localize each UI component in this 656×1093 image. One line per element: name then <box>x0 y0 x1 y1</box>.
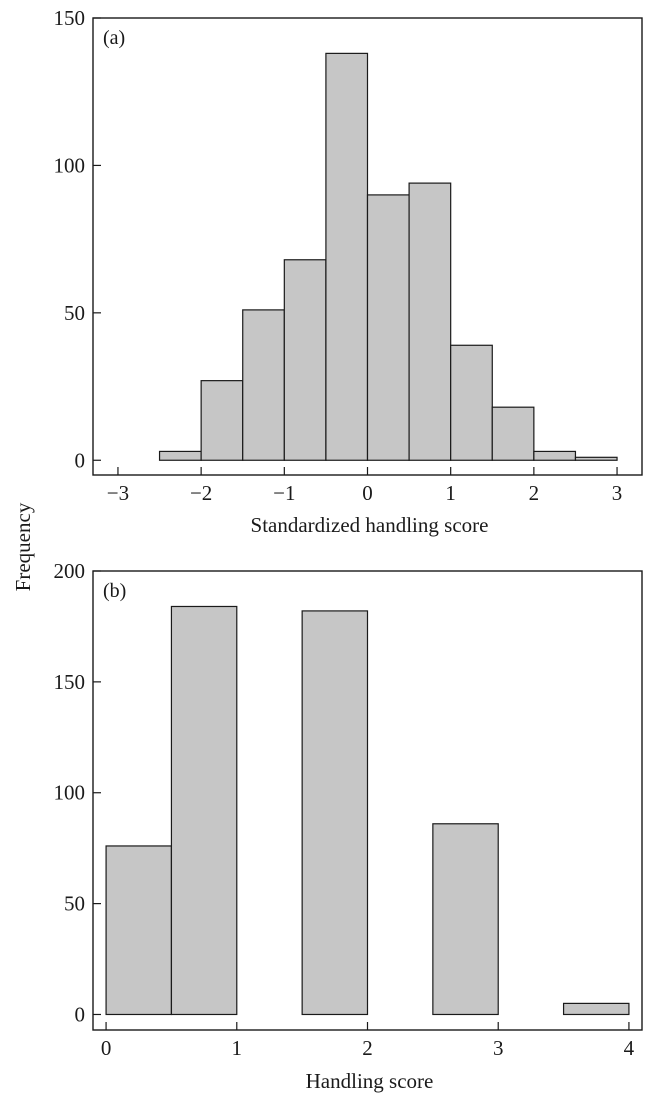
x-tick-label-b-1: 1 <box>232 1036 243 1060</box>
x-tick-label-b-4: 4 <box>624 1036 635 1060</box>
bar-b-1 <box>170 605 238 1016</box>
bar-a-6 <box>408 182 452 461</box>
bar-a-9 <box>533 450 577 461</box>
bar-a-8 <box>491 406 535 461</box>
x-tick-label-b-0: 0 <box>101 1036 112 1060</box>
y-tick-label-a-2: 100 <box>54 153 86 177</box>
y-tick-label-b-4: 200 <box>54 559 86 583</box>
x-tick-label-a-2: −1 <box>273 481 295 505</box>
x-tick-label-a-1: −2 <box>190 481 212 505</box>
y-tick-label-b-3: 150 <box>54 670 86 694</box>
bar-a-2 <box>242 309 285 461</box>
x-tick-label-a-5: 2 <box>529 481 540 505</box>
panel-a-standardized-histogram: −3 −2 −1 0 1 2 3 0 50 100 150 (a) Standardized handl… <box>54 6 643 537</box>
y-tick-label-a-0: 0 <box>75 448 86 472</box>
y-tick-label-a-3: 150 <box>54 6 86 30</box>
x-axis-title-a: Standardized handling score <box>251 513 489 537</box>
bar-b-3 <box>301 610 369 1016</box>
bar-a-7 <box>450 344 493 461</box>
x-tick-label-a-3: 0 <box>362 481 373 505</box>
bar-a-3 <box>283 259 327 461</box>
x-tick-label-b-2: 2 <box>362 1036 373 1060</box>
y-tick-label-a-1: 50 <box>64 301 85 325</box>
bar-b-0 <box>105 845 173 1016</box>
bar-b-5 <box>432 823 499 1016</box>
bar-a-1 <box>200 380 244 461</box>
bar-a-0 <box>158 450 202 461</box>
bar-b-7 <box>562 1002 630 1016</box>
shared-y-axis-title: Frequency <box>11 502 35 591</box>
panel-label-b: (b) <box>103 580 126 602</box>
bar-a-5 <box>366 194 410 461</box>
x-axis-title-b: Handling score <box>306 1069 434 1093</box>
panel-b-handling-score-histogram: 0 1 2 3 4 0 50 100 150 200 (b) Handling score <box>54 559 643 1093</box>
x-tick-label-b-3: 3 <box>493 1036 504 1060</box>
y-tick-label-b-1: 50 <box>64 892 85 916</box>
bar-a-4 <box>325 52 369 461</box>
x-tick-label-a-4: 1 <box>445 481 456 505</box>
panel-label-a: (a) <box>103 27 125 49</box>
x-tick-label-a-6: 3 <box>612 481 623 505</box>
x-tick-label-a-0: −3 <box>107 481 129 505</box>
y-tick-label-b-2: 100 <box>54 781 86 805</box>
y-tick-label-b-0: 0 <box>75 1002 86 1026</box>
bar-a-10 <box>574 456 618 461</box>
